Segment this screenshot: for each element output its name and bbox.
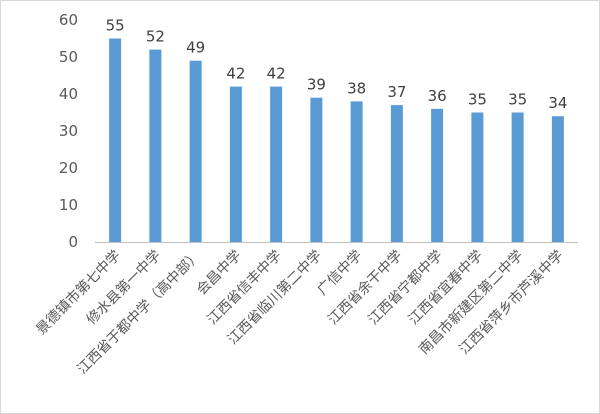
y-tick-label: 0 bbox=[68, 233, 78, 251]
data-labels: 55 52 49 42 42 39 38 37 36 35 35 34 bbox=[106, 17, 568, 113]
bar bbox=[390, 105, 403, 242]
bar bbox=[149, 49, 162, 242]
bar bbox=[189, 60, 202, 243]
bar bbox=[109, 38, 122, 242]
data-label: 49 bbox=[186, 39, 205, 57]
y-tick-label: 30 bbox=[59, 122, 78, 140]
bar bbox=[310, 97, 323, 242]
data-label: 42 bbox=[267, 65, 286, 83]
bar bbox=[551, 116, 564, 242]
y-tick-label: 60 bbox=[59, 11, 78, 29]
data-label: 35 bbox=[508, 91, 527, 109]
bar bbox=[270, 86, 283, 242]
y-tick-label: 40 bbox=[59, 85, 78, 103]
y-tick-label: 10 bbox=[59, 196, 78, 214]
x-axis: 景德镇市第七中学修水县第一中学江西省于都中学（高中部）会昌中学江西省信丰中学江西… bbox=[33, 247, 567, 378]
data-label: 39 bbox=[307, 76, 326, 94]
data-label: 37 bbox=[387, 83, 406, 101]
bars bbox=[109, 38, 564, 243]
data-label: 55 bbox=[106, 17, 125, 35]
bar bbox=[431, 108, 444, 242]
bar bbox=[471, 112, 484, 242]
y-tick-label: 50 bbox=[59, 48, 78, 66]
data-label: 36 bbox=[428, 87, 447, 105]
data-label: 35 bbox=[468, 91, 487, 109]
data-label: 34 bbox=[548, 94, 567, 112]
data-label: 52 bbox=[146, 28, 165, 46]
bar bbox=[229, 86, 242, 242]
data-label: 38 bbox=[347, 79, 366, 97]
bar bbox=[511, 112, 524, 242]
y-axis: 0 10 20 30 40 50 60 bbox=[59, 11, 78, 251]
data-label: 42 bbox=[226, 65, 245, 83]
bar bbox=[350, 101, 363, 243]
y-tick-label: 20 bbox=[59, 159, 78, 177]
